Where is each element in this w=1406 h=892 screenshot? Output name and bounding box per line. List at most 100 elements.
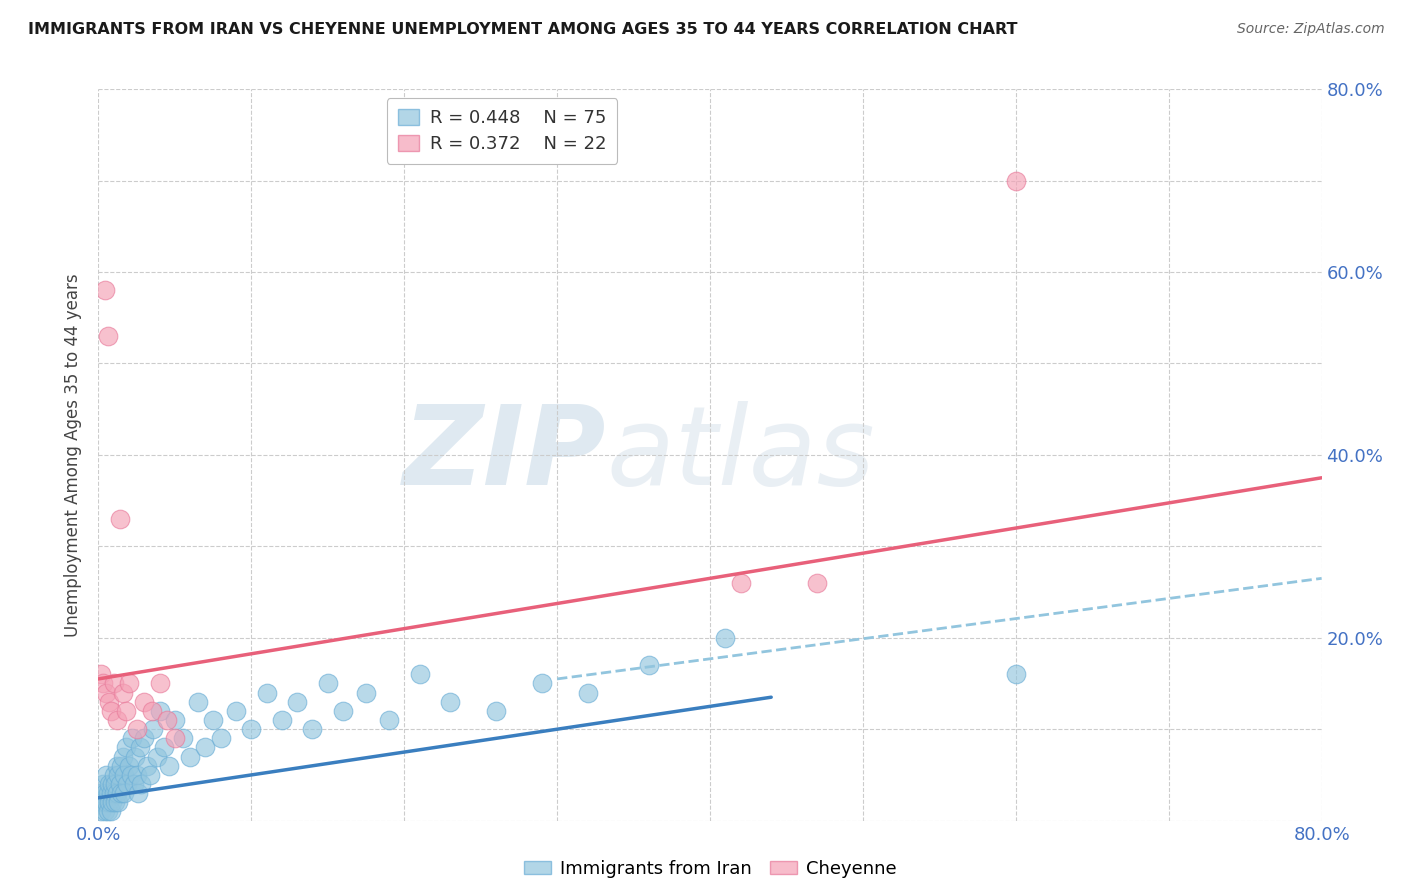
Point bbox=[301, 723, 323, 737]
Point bbox=[103, 786, 125, 800]
Point bbox=[439, 695, 461, 709]
Point bbox=[125, 723, 148, 737]
Point bbox=[124, 749, 146, 764]
Point bbox=[157, 758, 180, 772]
Point bbox=[378, 713, 401, 727]
Point bbox=[145, 749, 167, 764]
Point bbox=[100, 704, 122, 718]
Point bbox=[103, 768, 125, 782]
Point bbox=[97, 805, 120, 819]
Point bbox=[153, 740, 176, 755]
Point bbox=[111, 749, 134, 764]
Point bbox=[115, 704, 138, 718]
Point bbox=[225, 704, 247, 718]
Text: atlas: atlas bbox=[606, 401, 875, 508]
Point bbox=[270, 713, 292, 727]
Point bbox=[285, 695, 308, 709]
Point bbox=[110, 786, 132, 800]
Point bbox=[256, 685, 278, 699]
Point bbox=[125, 768, 148, 782]
Point bbox=[94, 796, 117, 810]
Point bbox=[806, 576, 828, 591]
Point bbox=[128, 740, 150, 755]
Point bbox=[163, 713, 186, 727]
Point bbox=[90, 805, 112, 819]
Point bbox=[149, 704, 172, 718]
Point bbox=[179, 749, 201, 764]
Point bbox=[714, 631, 737, 645]
Point bbox=[98, 695, 121, 709]
Point bbox=[120, 768, 142, 782]
Point bbox=[156, 713, 179, 727]
Point bbox=[118, 758, 141, 772]
Point bbox=[530, 676, 553, 690]
Point bbox=[100, 786, 122, 800]
Point bbox=[194, 740, 217, 755]
Point bbox=[129, 777, 152, 791]
Y-axis label: Unemployment Among Ages 35 to 44 years: Unemployment Among Ages 35 to 44 years bbox=[65, 273, 83, 637]
Point bbox=[112, 786, 135, 800]
Point bbox=[127, 786, 149, 800]
Point bbox=[408, 667, 430, 681]
Point bbox=[91, 676, 114, 690]
Point bbox=[101, 777, 124, 791]
Point bbox=[98, 777, 121, 791]
Point bbox=[105, 758, 128, 772]
Point bbox=[98, 796, 121, 810]
Point bbox=[111, 685, 134, 699]
Text: ZIP: ZIP bbox=[402, 401, 606, 508]
Point bbox=[90, 786, 112, 800]
Point bbox=[332, 704, 354, 718]
Point bbox=[187, 695, 209, 709]
Point bbox=[94, 685, 117, 699]
Point bbox=[97, 329, 120, 343]
Legend: Immigrants from Iran, Cheyenne: Immigrants from Iran, Cheyenne bbox=[516, 853, 904, 885]
Point bbox=[93, 805, 115, 819]
Point bbox=[576, 685, 599, 699]
Point bbox=[105, 713, 128, 727]
Point bbox=[107, 768, 129, 782]
Text: Source: ZipAtlas.com: Source: ZipAtlas.com bbox=[1237, 22, 1385, 37]
Point bbox=[122, 777, 145, 791]
Point bbox=[730, 576, 752, 591]
Point bbox=[354, 685, 377, 699]
Point bbox=[108, 777, 131, 791]
Point bbox=[90, 667, 112, 681]
Point bbox=[316, 676, 339, 690]
Point bbox=[112, 768, 135, 782]
Point bbox=[209, 731, 232, 746]
Point bbox=[107, 796, 129, 810]
Point bbox=[104, 777, 127, 791]
Point bbox=[142, 723, 165, 737]
Point bbox=[139, 768, 162, 782]
Point bbox=[94, 768, 117, 782]
Point bbox=[97, 786, 120, 800]
Point bbox=[104, 796, 127, 810]
Point bbox=[240, 723, 263, 737]
Point bbox=[1004, 667, 1026, 681]
Point bbox=[91, 777, 114, 791]
Point bbox=[93, 786, 115, 800]
Point bbox=[91, 796, 114, 810]
Point bbox=[105, 786, 128, 800]
Point bbox=[110, 758, 132, 772]
Point bbox=[1004, 174, 1026, 188]
Point bbox=[89, 796, 111, 810]
Point bbox=[202, 713, 225, 727]
Point bbox=[134, 695, 156, 709]
Point bbox=[172, 731, 194, 746]
Point bbox=[141, 704, 163, 718]
Point bbox=[136, 758, 159, 772]
Point bbox=[118, 676, 141, 690]
Point bbox=[101, 796, 124, 810]
Point bbox=[637, 658, 661, 673]
Point bbox=[108, 512, 131, 526]
Point bbox=[93, 284, 115, 298]
Point bbox=[149, 676, 172, 690]
Point bbox=[100, 805, 122, 819]
Point bbox=[134, 731, 156, 746]
Point bbox=[115, 740, 138, 755]
Point bbox=[485, 704, 508, 718]
Point bbox=[103, 676, 125, 690]
Point bbox=[163, 731, 186, 746]
